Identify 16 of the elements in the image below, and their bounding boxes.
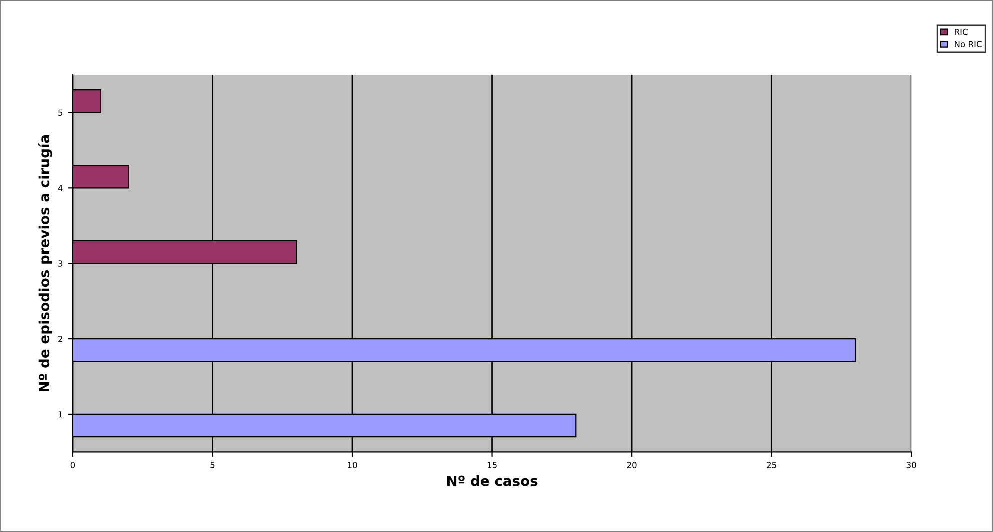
y-axis-title: Nº de episodios previos a cirugía [38, 135, 52, 392]
x-tick-label: 0 [70, 462, 76, 468]
x-tick-label: 15 [488, 462, 497, 468]
x-tick-label: 20 [627, 462, 637, 468]
x-tick-label: 30 [906, 462, 916, 468]
y-tick-label: 1 [58, 412, 62, 418]
y-tick-label: 5 [58, 110, 63, 116]
y-tick-label: 2 [58, 336, 62, 342]
y-tick-label: 4 [58, 185, 63, 192]
x-axis-title: Nº de casos [447, 476, 538, 486]
legend-label: RIC [955, 28, 968, 36]
x-tick-label: 5 [210, 462, 215, 468]
legend-label: No RIC [955, 41, 982, 48]
y-tick-label: 3 [58, 260, 63, 267]
x-tick-label: 10 [348, 462, 358, 468]
x-tick-label: 25 [767, 462, 776, 468]
